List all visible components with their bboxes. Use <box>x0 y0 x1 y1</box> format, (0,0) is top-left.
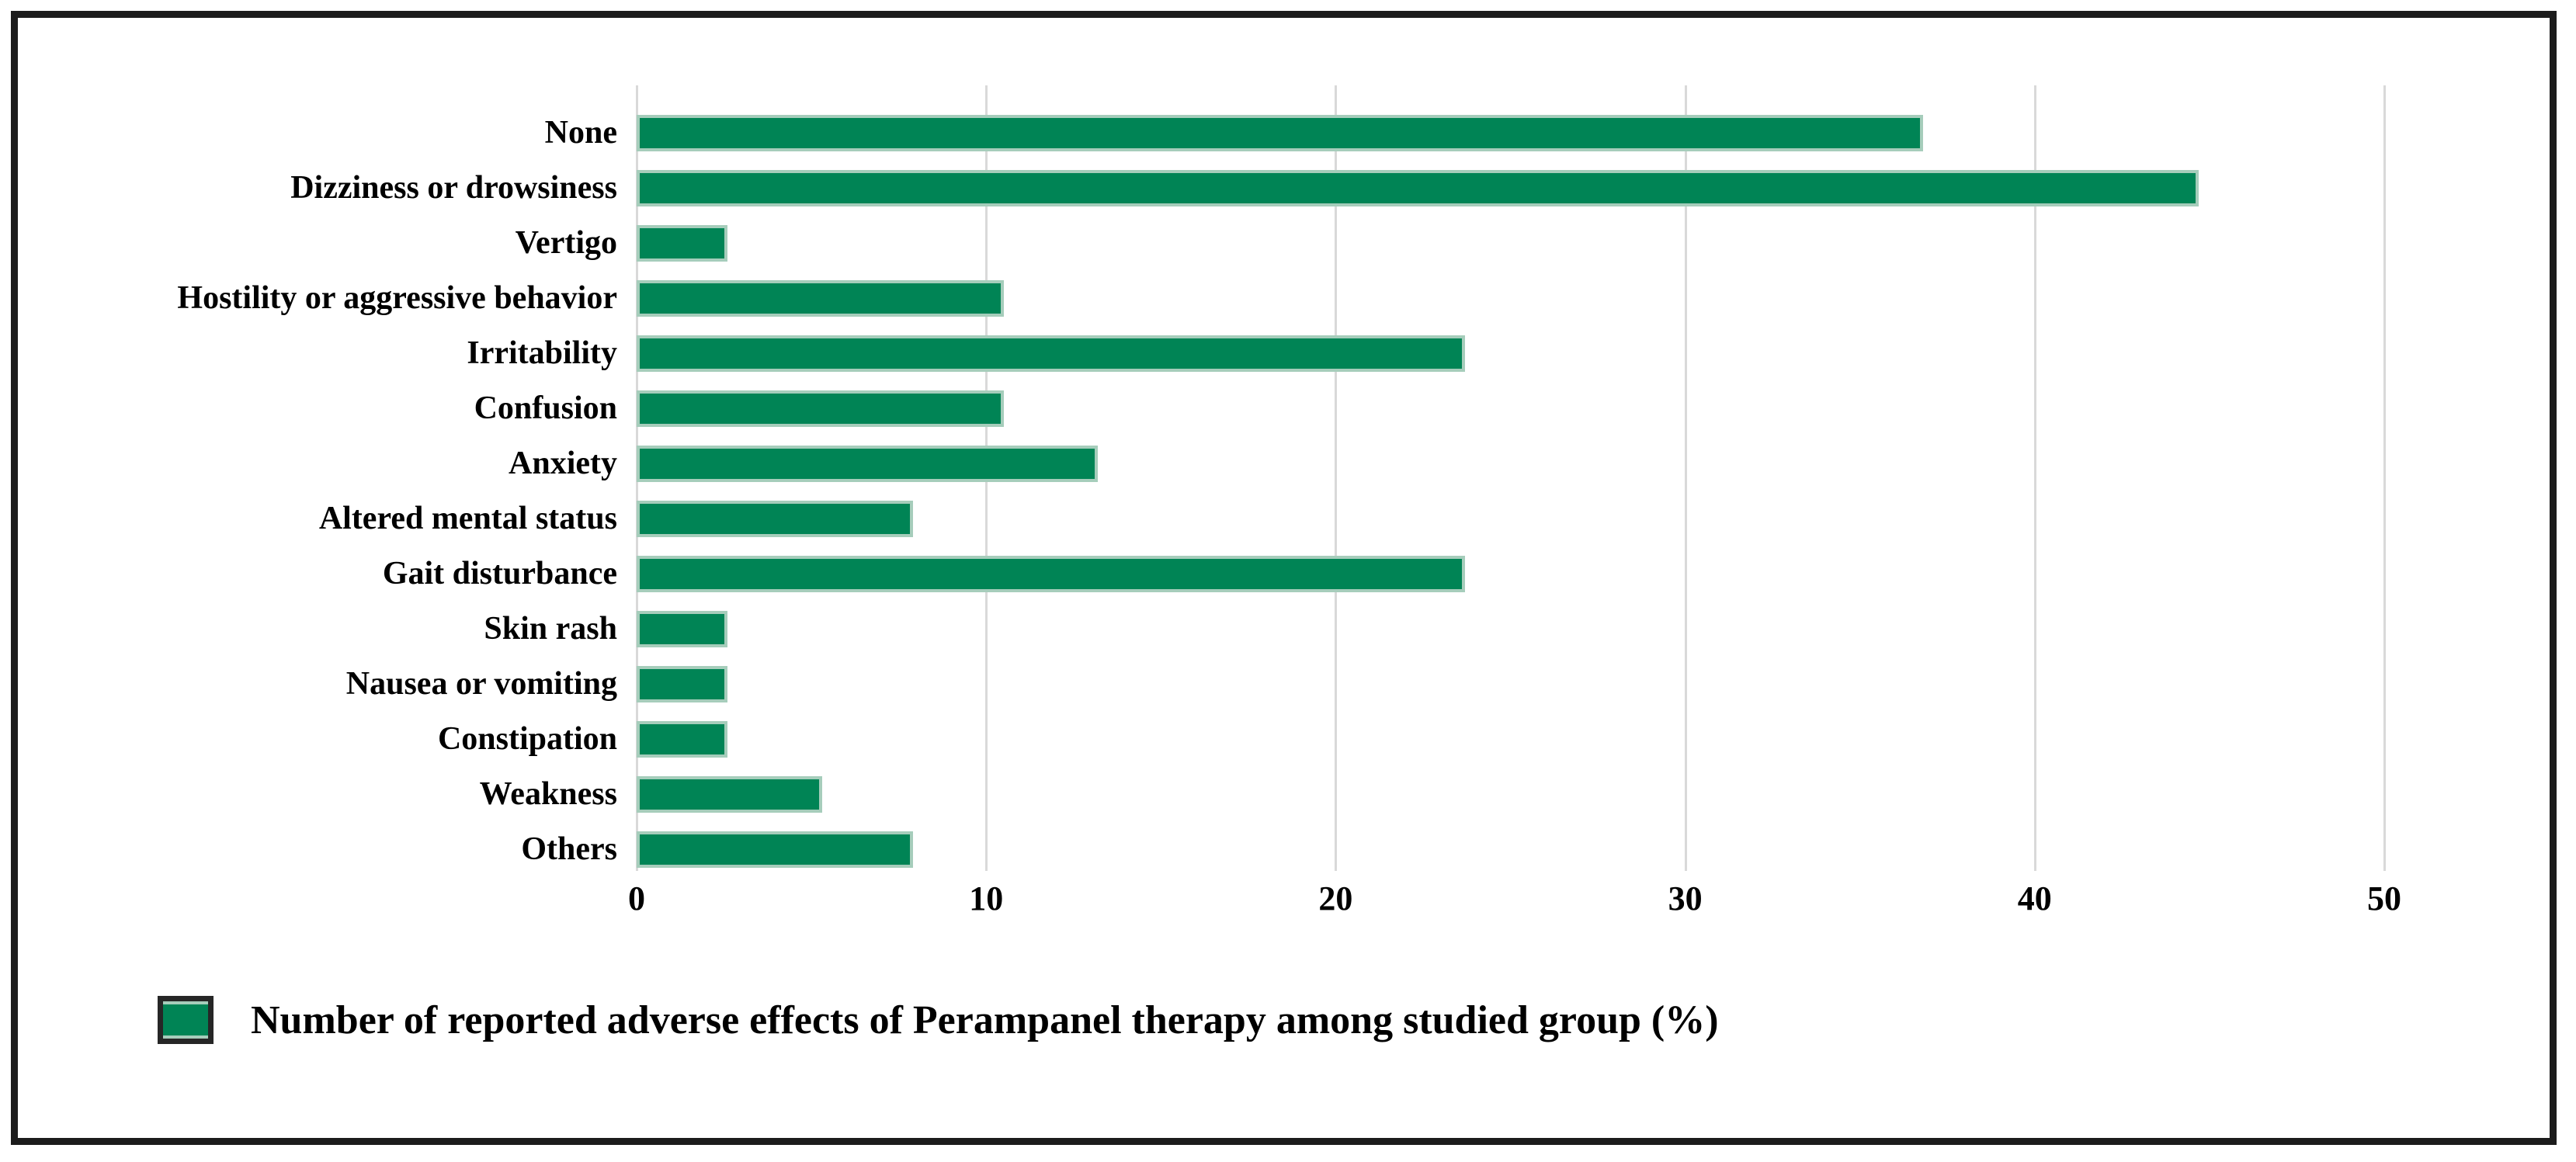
bar-weakness <box>637 776 822 813</box>
bar-dizziness-or-drowsiness <box>637 170 2199 206</box>
x-tick-label-20: 20 <box>1318 879 1353 917</box>
legend-label: Number of reported adverse effects of Pe… <box>251 997 1719 1042</box>
gridline-50 <box>2383 85 2386 871</box>
category-label-altered-mental-status: Altered mental status <box>318 501 617 536</box>
category-label-confusion: Confusion <box>474 390 617 426</box>
category-label-gait-disturbance: Gait disturbance <box>382 556 617 591</box>
bar-confusion <box>637 390 1004 427</box>
legend: Number of reported adverse effects of Pe… <box>158 996 1719 1044</box>
category-label-hostility-or-aggressive-behavior: Hostility or aggressive behavior <box>177 280 617 316</box>
bar-irritability <box>637 335 1465 372</box>
x-tick-label-50: 50 <box>2367 879 2401 917</box>
legend-swatch <box>158 996 214 1044</box>
category-label-vertigo: Vertigo <box>515 225 617 261</box>
bar-others <box>637 831 913 868</box>
category-label-weakness: Weakness <box>479 776 617 812</box>
category-label-none: None <box>544 115 617 151</box>
category-label-constipation: Constipation <box>437 721 617 757</box>
bar-constipation <box>637 721 728 758</box>
category-label-skin-rash: Skin rash <box>484 611 617 647</box>
plot-area <box>636 85 2454 871</box>
category-label-dizziness-or-drowsiness: Dizziness or drowsiness <box>290 170 617 206</box>
category-label-irritability: Irritability <box>467 335 617 371</box>
bar-altered-mental-status <box>637 501 913 537</box>
x-tick-label-10: 10 <box>969 879 1004 917</box>
bar-none <box>637 115 1923 151</box>
category-label-others: Others <box>521 831 617 867</box>
gridline-20 <box>1335 85 1338 871</box>
gridline-40 <box>2033 85 2036 871</box>
bar-hostility-or-aggressive-behavior <box>637 280 1004 317</box>
x-tick-label-0: 0 <box>628 879 645 917</box>
category-label-anxiety: Anxiety <box>509 446 617 481</box>
bar-anxiety <box>637 446 1099 482</box>
bar-gait-disturbance <box>637 556 1465 592</box>
category-label-nausea-or-vomiting: Nausea or vomiting <box>345 666 617 702</box>
bar-nausea-or-vomiting <box>637 666 728 702</box>
bar-vertigo <box>637 225 728 262</box>
x-tick-label-30: 30 <box>1668 879 1703 917</box>
bar-skin-rash <box>637 611 728 647</box>
x-tick-label-40: 40 <box>2017 879 2052 917</box>
gridline-30 <box>1684 85 1687 871</box>
